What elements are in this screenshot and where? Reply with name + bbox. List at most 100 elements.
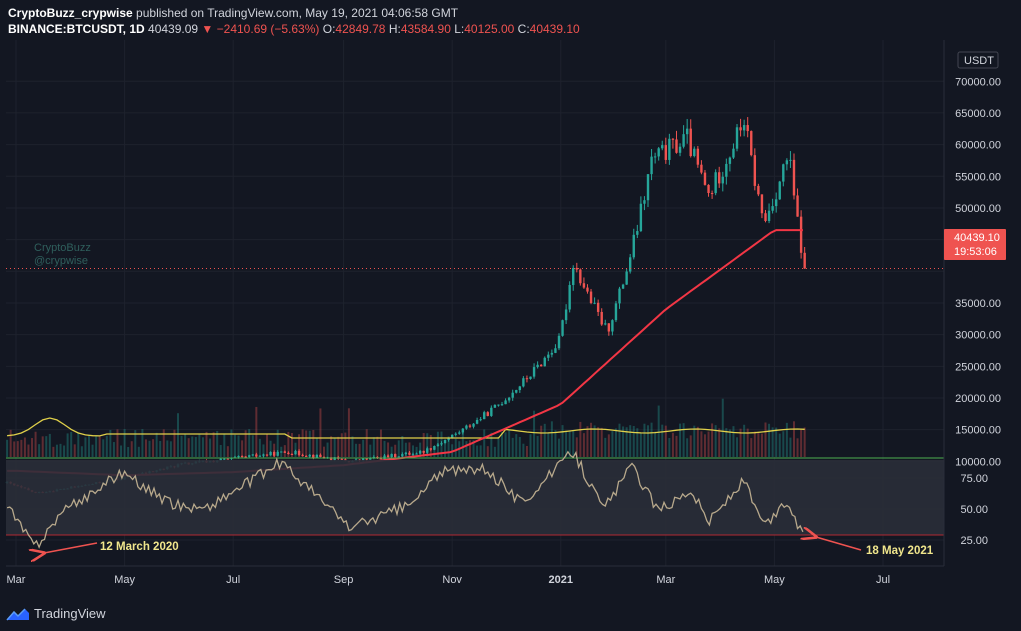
volume-bar <box>137 446 140 457</box>
time-tick-label: Sep <box>334 574 354 586</box>
price-tick-label: 20000.00 <box>955 393 1001 405</box>
time-tick-label: May <box>764 574 785 586</box>
volume-bar <box>134 430 137 457</box>
tradingview-brand[interactable]: TradingView <box>6 606 106 621</box>
volume-bar <box>59 443 62 457</box>
volume-bar <box>369 444 372 457</box>
candle-body <box>493 404 497 408</box>
candle-body <box>415 453 418 455</box>
unit-badge[interactable]: USDT <box>957 51 999 69</box>
candle-body <box>504 400 507 405</box>
volume-bar <box>415 446 418 457</box>
candle-body <box>340 458 343 460</box>
time-tick-label: Jul <box>876 574 890 586</box>
volume-bar <box>579 421 582 457</box>
volume-bar <box>522 443 525 457</box>
volume-ma-line <box>7 417 805 439</box>
volume-bar <box>714 425 717 457</box>
volume-bar <box>148 440 151 457</box>
volume-bar <box>775 427 778 457</box>
volume-bar <box>337 436 340 457</box>
candle-body <box>525 378 529 380</box>
candle-body <box>757 185 760 195</box>
volume-bar <box>194 437 197 457</box>
candle-body <box>714 172 717 194</box>
volume-bar <box>479 445 482 457</box>
candle-body <box>625 271 628 285</box>
price-tick-label: 70000.00 <box>955 76 1001 88</box>
time-tick-label: Mar <box>7 574 26 586</box>
candle-body <box>475 419 479 424</box>
candle-body <box>778 181 781 200</box>
candle-body <box>422 450 425 453</box>
volume-bar <box>198 434 201 457</box>
volume-bar <box>750 438 753 457</box>
candle-body <box>394 454 397 458</box>
candle-body <box>429 448 433 450</box>
candle-body <box>515 390 518 393</box>
candle-body <box>628 257 632 272</box>
volume-bar <box>258 438 261 457</box>
time-tick-label: Jul <box>226 574 240 586</box>
candle-body <box>418 450 422 454</box>
candle-body <box>710 193 714 195</box>
volume-bar <box>629 425 632 457</box>
candle-body <box>244 456 247 458</box>
volume-bar <box>355 443 358 457</box>
volume-bar <box>625 427 628 457</box>
candle-body <box>589 291 593 304</box>
volume-bar <box>73 444 76 457</box>
candle-body <box>753 155 757 186</box>
volume-bar <box>732 426 735 457</box>
candle-body <box>618 288 621 304</box>
candle-body <box>287 452 290 455</box>
candlestick-series <box>5 117 806 494</box>
volume-bar <box>273 443 276 457</box>
volume-bar <box>155 432 158 457</box>
volume-bar <box>23 437 26 457</box>
low-value: 40125.00 <box>464 22 515 36</box>
volume-bar <box>394 444 397 457</box>
arrow-right <box>816 537 862 551</box>
volume-bar <box>764 422 767 457</box>
candle-body <box>312 454 315 458</box>
low-label: L: <box>454 22 465 36</box>
candle-body <box>671 138 675 140</box>
volume-bar <box>358 443 361 457</box>
candle-body <box>248 455 251 457</box>
candle-body <box>433 446 436 450</box>
volume-bar <box>333 437 336 457</box>
volume-bar <box>657 405 660 457</box>
volume-bar <box>643 423 646 457</box>
author-name[interactable]: CryptoBuzz_crypwise <box>8 6 133 20</box>
volume-bar <box>162 429 165 457</box>
candle-body <box>774 199 778 207</box>
candle-body <box>479 419 482 421</box>
candle-body <box>636 231 639 235</box>
candle-body <box>411 454 415 456</box>
volume-bar <box>419 442 422 457</box>
rsi-band <box>6 460 944 535</box>
candle-body <box>607 323 611 332</box>
volume-bar <box>269 440 272 457</box>
candle-body <box>376 456 379 458</box>
volume-bar <box>550 421 553 457</box>
volume-bar <box>31 438 34 457</box>
volume-bar <box>739 428 742 457</box>
volume-bar <box>768 423 771 457</box>
candle-body <box>639 203 643 232</box>
candle-body <box>661 145 664 149</box>
volume-bar <box>365 429 368 457</box>
volume-bar <box>87 435 90 457</box>
volume-bar <box>390 446 393 457</box>
volume-bar <box>102 439 105 457</box>
volume-bar <box>123 429 126 457</box>
candle-body <box>319 454 322 457</box>
volume-bar <box>191 436 194 457</box>
candle-body <box>440 443 443 445</box>
volume-bar <box>515 434 518 457</box>
symbol-label[interactable]: BINANCE:BTCUSDT, 1D <box>8 22 145 36</box>
candle-body <box>700 164 703 173</box>
volume-bar <box>169 441 172 457</box>
